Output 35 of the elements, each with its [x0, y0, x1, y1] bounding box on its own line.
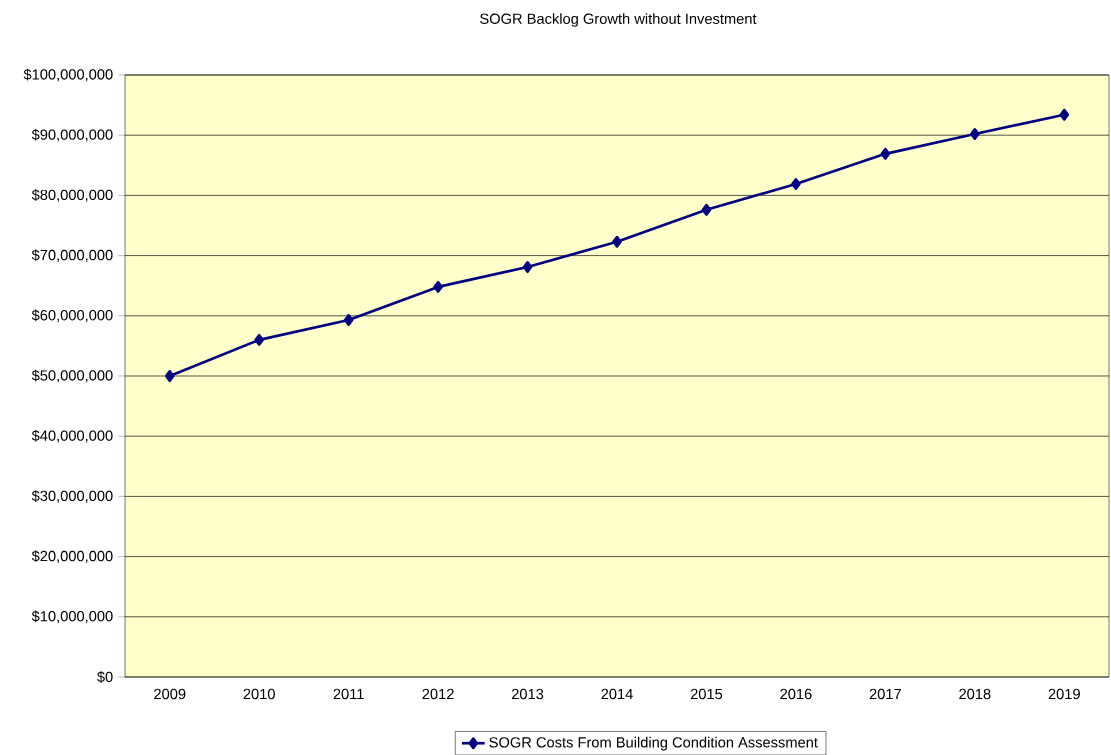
point [701, 203, 712, 216]
x-tick-label: 2016 [780, 688, 812, 700]
y-tick-label: $90,000,000 [31, 128, 113, 142]
point [1059, 108, 1070, 121]
y-tick-label: $100,000,000 [23, 68, 113, 82]
point [880, 147, 891, 160]
point [612, 235, 622, 248]
x-tick-label: 2015 [690, 688, 723, 700]
legend-label: SOGR Costs From Building Condition Assessment [489, 736, 818, 751]
y-tick-label: $20,000,000 [31, 550, 113, 563]
y-tick-label: $30,000,000 [31, 489, 113, 503]
y-tick-label: $40,000,000 [31, 429, 113, 443]
point [522, 260, 533, 273]
chart-title: SOGR Backlog Growth without Investment [480, 13, 757, 27]
y-tick-label: $10,000,000 [31, 610, 113, 624]
x-tick-label: 2010 [243, 688, 275, 700]
point [164, 369, 175, 382]
x-tick-label: 2012 [422, 688, 454, 700]
y-tick-label: $0 [97, 670, 113, 683]
point [791, 177, 801, 190]
y-tick-label: $60,000,000 [31, 309, 113, 323]
x-tick-label: 2014 [601, 688, 633, 700]
x-tick-label: 2017 [869, 688, 901, 700]
point [969, 127, 980, 140]
point [254, 333, 265, 346]
x-tick-label: 2013 [511, 688, 544, 700]
y-tick-label: $70,000,000 [31, 249, 113, 262]
x-tick-label: 2009 [154, 688, 186, 700]
y-tick-label: $80,000,000 [31, 188, 113, 202]
point [433, 280, 443, 293]
point [343, 313, 354, 326]
x-tick-label: 2011 [333, 688, 364, 700]
x-tick-label: 2018 [959, 688, 991, 700]
y-tick-label: $50,000,000 [31, 369, 113, 383]
x-tick-label: 2019 [1048, 688, 1080, 700]
